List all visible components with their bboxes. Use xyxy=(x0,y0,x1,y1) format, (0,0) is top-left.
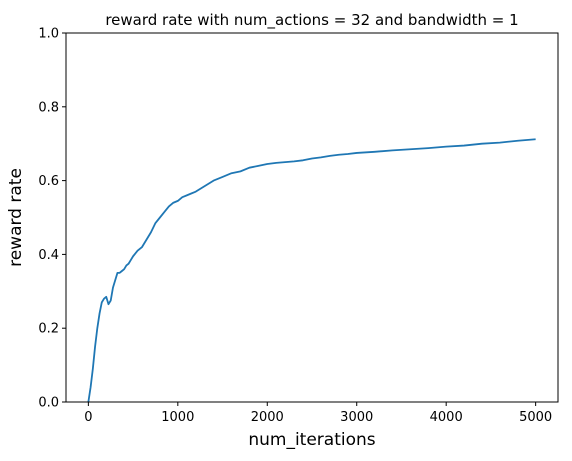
y-tick-label: 0.4 xyxy=(38,248,59,263)
x-tick-label: 5000 xyxy=(519,410,552,425)
x-tick-label: 4000 xyxy=(430,410,463,425)
y-axis-label: reward rate xyxy=(6,168,26,267)
chart-title: reward rate with num_actions = 32 and ba… xyxy=(105,11,518,30)
y-tick-label: 1.0 xyxy=(38,27,59,42)
plot-frame xyxy=(65,32,559,403)
series-line xyxy=(87,138,536,403)
plot-layer xyxy=(87,138,536,403)
axes-layer: 0 1000 2000 3000 4000 5000 0.0 0.2 0.4 0.6 0.8 1.0 xyxy=(38,27,552,426)
x-tick-label: 1000 xyxy=(161,410,194,425)
y-tick-label: 0.2 xyxy=(38,322,59,337)
y-tick-label: 0.0 xyxy=(38,396,59,411)
y-tick-label: 0.8 xyxy=(38,100,59,115)
y-tick-label: 0.6 xyxy=(38,174,59,189)
x-axis-label: num_iterations xyxy=(248,430,375,450)
x-tick-label: 3000 xyxy=(340,410,373,425)
x-tick-label: 2000 xyxy=(251,410,284,425)
x-tick-label: 0 xyxy=(84,410,92,425)
